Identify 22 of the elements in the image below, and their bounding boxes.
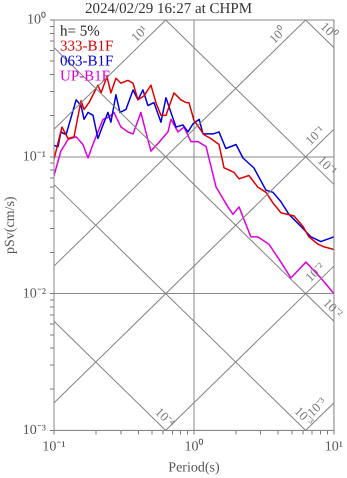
annotation: 10⁻¹ xyxy=(302,122,328,148)
y-axis-title: pSv(cm/s) xyxy=(3,196,18,254)
annotation: 10⁰ xyxy=(318,18,341,42)
x-tick-label: 10⁰ xyxy=(184,438,204,454)
annotation: h= 5% xyxy=(60,23,100,40)
series-label: UP-B1F xyxy=(60,68,110,84)
y-tick-label: 10⁰ xyxy=(26,12,46,28)
annotation: 10⁻⁴ xyxy=(152,404,179,430)
x-tick-label: 10⁻¹ xyxy=(42,439,66,454)
chart-title: 2024/02/29 16:27 at CHPM xyxy=(84,0,252,17)
annotation: 10⁰ xyxy=(266,23,290,46)
y-tick-label: 10⁻² xyxy=(22,286,46,302)
series-label: 333-B1F xyxy=(60,38,114,54)
annotation: 10⁻¹ xyxy=(314,152,340,178)
series-label: 063-B1F xyxy=(60,53,114,70)
annotation: 10¹ xyxy=(128,22,150,45)
y-tick-label: 10⁻¹ xyxy=(22,149,46,164)
y-tick-label: 10⁻³ xyxy=(22,423,46,438)
x-tick-label: 10¹ xyxy=(324,439,344,454)
annotation: 10⁻² xyxy=(302,259,328,285)
annotation: 10⁻² xyxy=(320,295,346,321)
x-axis-title: Period(s) xyxy=(168,460,220,476)
